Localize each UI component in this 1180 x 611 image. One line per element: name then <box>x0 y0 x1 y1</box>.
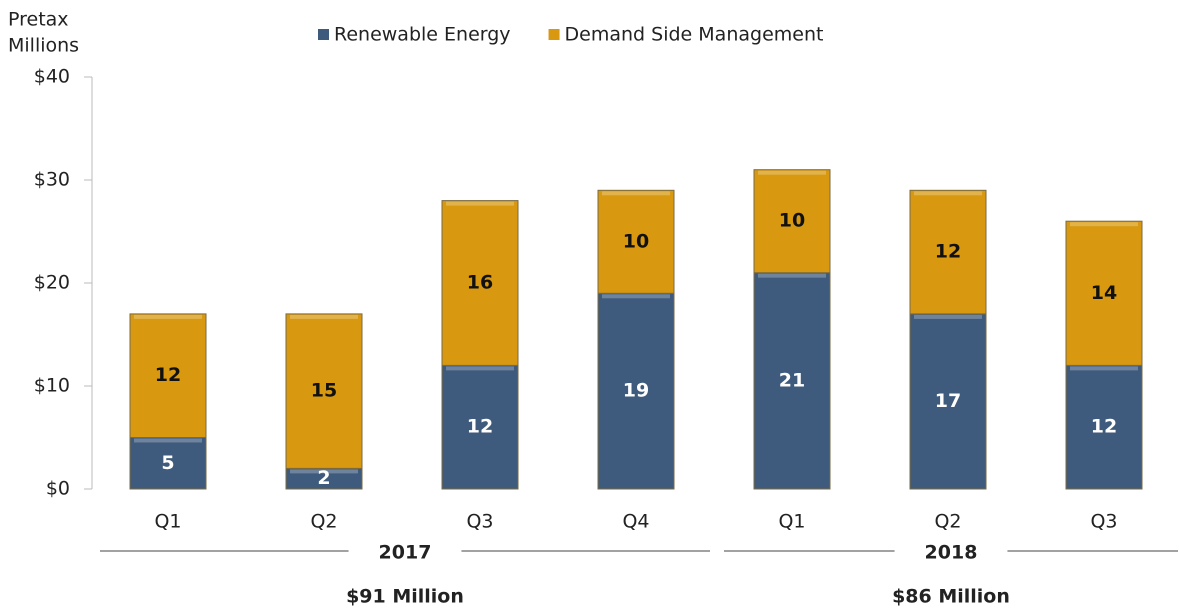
data-label: 16 <box>467 272 493 294</box>
bar-highlight <box>602 294 670 299</box>
bar-segment <box>129 437 207 490</box>
y-tick-label: $30 <box>34 169 70 191</box>
x-tick-label: Q4 <box>622 511 649 533</box>
bar-highlight <box>446 366 514 371</box>
data-label: 12 <box>1091 416 1117 438</box>
x-tick-label: Q1 <box>154 511 181 533</box>
bar-segment <box>753 272 831 490</box>
legend-label: Demand Side Management <box>565 24 824 46</box>
bar-highlight <box>1070 222 1138 227</box>
y-axis-label: Millions <box>8 35 79 57</box>
bar-segment <box>285 313 363 469</box>
data-label: 5 <box>161 452 174 474</box>
group-label: 2018 <box>925 542 978 564</box>
legend-swatch <box>548 29 560 40</box>
y-tick-label: $20 <box>34 272 70 294</box>
data-label: 14 <box>1091 282 1117 304</box>
bar-highlight <box>914 191 982 196</box>
data-label: 12 <box>155 364 181 386</box>
x-tick-label: Q3 <box>1090 511 1117 533</box>
bar-segment <box>909 313 987 490</box>
data-label: 10 <box>623 230 649 252</box>
data-label: 19 <box>623 380 649 402</box>
group-total: $91 Million <box>346 586 464 608</box>
bar-segment <box>129 313 207 438</box>
x-tick-label: Q3 <box>466 511 493 533</box>
x-tick-label: Q2 <box>934 511 961 533</box>
x-tick-label: Q2 <box>310 511 337 533</box>
group-total: $86 Million <box>892 586 1010 608</box>
bar-highlight <box>758 170 826 175</box>
bar-segment <box>441 200 519 366</box>
data-label: 15 <box>311 380 337 402</box>
bar-highlight <box>290 469 358 474</box>
y-tick-label: $0 <box>46 478 70 500</box>
data-label: 12 <box>935 241 961 263</box>
data-label: 12 <box>467 416 493 438</box>
bar-highlight <box>914 314 982 319</box>
data-label: 17 <box>935 390 961 412</box>
bar-highlight <box>134 438 202 443</box>
bar-segment <box>597 292 675 490</box>
bar-segment <box>909 189 987 315</box>
data-label: 2 <box>317 467 330 489</box>
y-axis-label: Pretax <box>8 9 69 31</box>
bar-segment <box>753 169 831 274</box>
data-label: 21 <box>779 369 805 391</box>
bar-highlight <box>1070 366 1138 371</box>
bar-segment <box>1065 220 1143 366</box>
x-tick-label: Q1 <box>778 511 805 533</box>
bar-highlight <box>134 314 202 319</box>
legend-label: Renewable Energy <box>334 24 511 46</box>
data-label: 10 <box>779 210 805 232</box>
bar-segment <box>597 189 675 294</box>
bar-segment <box>1065 364 1143 490</box>
bar-highlight <box>446 201 514 206</box>
bar-highlight <box>602 191 670 196</box>
y-tick-label: $10 <box>34 375 70 397</box>
legend-swatch <box>318 29 329 40</box>
bar-highlight <box>290 314 358 319</box>
y-tick-label: $40 <box>34 66 70 88</box>
bar-highlight <box>758 273 826 278</box>
group-label: 2017 <box>379 542 432 564</box>
